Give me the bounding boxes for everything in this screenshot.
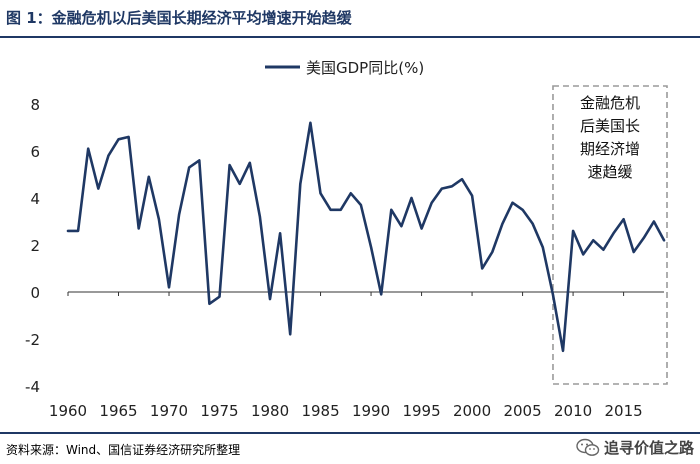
x-tick-label: 1960 bbox=[49, 402, 87, 420]
figure-footer: 资料来源：Wind、国信证券经济研究所整理 追寻价值之路 bbox=[0, 432, 700, 464]
figure-header: 图 1：金融危机以后美国长期经济平均增速开始趋缓 bbox=[0, 0, 700, 38]
wechat-icon bbox=[576, 438, 600, 456]
x-tick-label: 1990 bbox=[352, 402, 390, 420]
gdp-line-chart: 美国GDP同比(%) -4 -2 0 2 4 6 8 1960 1965 1970 1975 198… bbox=[25, 59, 668, 420]
x-tick-label: 1985 bbox=[301, 402, 339, 420]
watermark-text: 追寻价值之路 bbox=[603, 439, 694, 457]
x-tick-label: 1965 bbox=[99, 402, 137, 420]
annotation-frame bbox=[552, 85, 668, 385]
x-tick-label: 1980 bbox=[251, 402, 289, 420]
y-tick-label: 2 bbox=[30, 237, 40, 255]
y-tick-label: 4 bbox=[30, 190, 40, 208]
x-tick-label: 1970 bbox=[150, 402, 188, 420]
series-line-gdp bbox=[66, 121, 666, 353]
legend: 美国GDP同比(%) bbox=[265, 59, 424, 77]
series-layer bbox=[66, 121, 666, 353]
y-tick-label: 0 bbox=[30, 284, 40, 302]
figure-title: 图 1：金融危机以后美国长期经济平均增速开始趋缓 bbox=[6, 9, 352, 27]
y-tick-label: -4 bbox=[25, 378, 40, 396]
x-axis: 1960 1965 1970 1975 1980 1985 1990 1995 2000 2005… bbox=[49, 291, 664, 420]
x-tick-label: 1995 bbox=[402, 402, 440, 420]
y-tick-label: 6 bbox=[30, 143, 40, 161]
x-tick-label: 2000 bbox=[453, 402, 491, 420]
x-tick-label: 2010 bbox=[554, 402, 592, 420]
annotation-text-line: 金融危机 bbox=[580, 94, 640, 112]
annotation-text-line: 期经济增 bbox=[580, 140, 640, 158]
x-tick-label: 2005 bbox=[503, 402, 541, 420]
y-axis: -4 -2 0 2 4 6 8 bbox=[25, 96, 40, 396]
annotation-text-line: 后美国长 bbox=[580, 117, 640, 135]
source-note: 资料来源：Wind、国信证券经济研究所整理 bbox=[6, 443, 241, 457]
y-tick-label: 8 bbox=[30, 96, 40, 114]
x-tick-label: 2015 bbox=[604, 402, 642, 420]
y-tick-label: -2 bbox=[25, 331, 40, 349]
watermark: 追寻价值之路 bbox=[576, 437, 694, 458]
x-tick-label: 1975 bbox=[200, 402, 238, 420]
annotation-text-line: 速趋缓 bbox=[587, 163, 632, 181]
legend-label: 美国GDP同比(%) bbox=[306, 59, 424, 77]
